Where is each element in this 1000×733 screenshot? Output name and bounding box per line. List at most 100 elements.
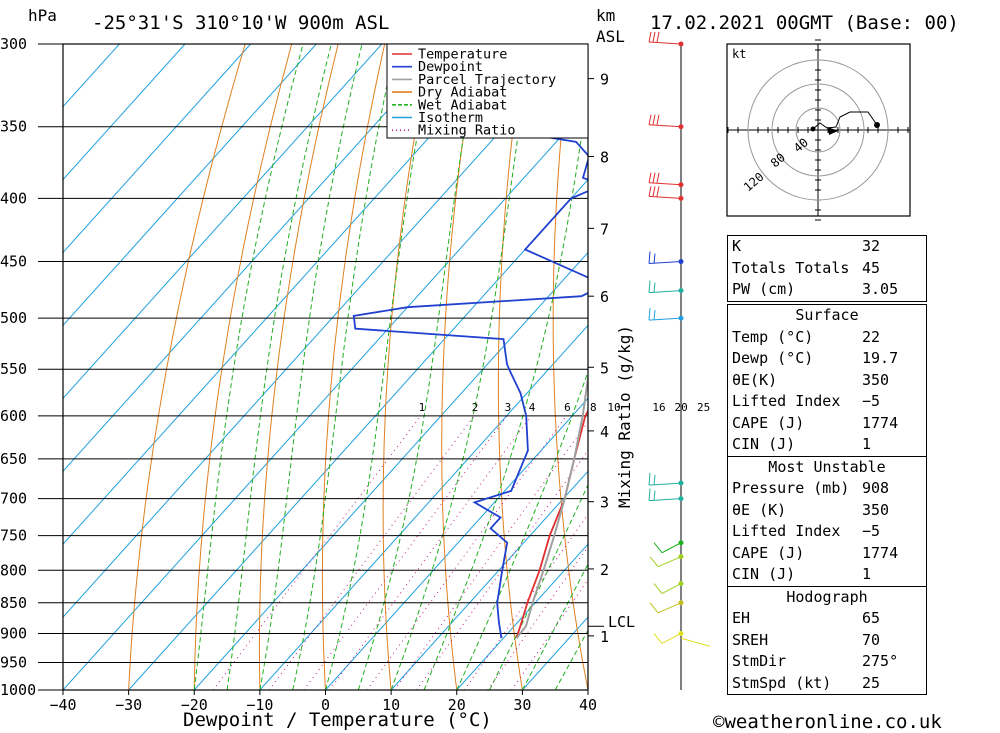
km-tick-label: 6 (600, 288, 609, 306)
dry-adiabat-line (497, 44, 525, 690)
footer-credit[interactable]: ©weatheronline.co.uk (713, 711, 942, 733)
wind-barb (648, 251, 682, 265)
legend-label: Dry Adiabat (418, 85, 507, 101)
hodograph-unit-label: kt (732, 47, 746, 61)
temperature-line (515, 409, 588, 639)
legend-label: Mixing Ratio (418, 123, 516, 139)
location-title: -25°31'S 310°10'W 900m ASL (92, 12, 389, 34)
isotherm-line (456, 543, 588, 690)
pressure-lines (38, 43, 588, 691)
isotherm-line (390, 470, 588, 690)
wet-adiabat-line (193, 44, 304, 690)
isotherm-line (259, 324, 588, 690)
pressure-label: 800 (0, 561, 27, 579)
km-tick-label: 8 (600, 149, 609, 167)
x-tick-label: −30 (115, 696, 142, 714)
mixing-ratio-label: 1 (419, 401, 426, 414)
mixing-ratio-label: 2 (472, 401, 479, 414)
table-row: Dewp (°C) 19.7 (732, 349, 899, 367)
isotherm-line (63, 44, 252, 254)
lcl-label: LCL (608, 613, 635, 631)
dewpoint-line (352, 44, 588, 639)
surface-title: Surface (795, 306, 859, 324)
index-row-k: K 32 (732, 237, 881, 255)
isotherm-line (325, 397, 588, 690)
dry-adiabat-line (382, 44, 432, 690)
wet-adiabat-line (456, 370, 588, 690)
mixing-ratio-label: 3 (505, 401, 512, 414)
km-tick-label: 3 (600, 494, 609, 512)
table-row: θE (K) 350 (732, 500, 890, 519)
km-label: km (596, 6, 615, 25)
sounding-profiles (352, 44, 588, 639)
dry-adiabat-line (128, 44, 246, 690)
pressure-label: 850 (0, 594, 27, 612)
x-tick-label: −40 (49, 696, 76, 714)
mixing-ratio-line (394, 421, 588, 690)
wind-barb (648, 186, 682, 199)
x-tick-label: −20 (181, 696, 208, 714)
isotherm-line (63, 44, 514, 545)
mixing-ratio-line (415, 449, 588, 690)
parcel-trajectory-line (515, 371, 588, 639)
wind-barb (648, 31, 682, 45)
x-axis-title: Dewpoint / Temperature (°C) (183, 709, 492, 731)
dry-adiabat-line (258, 44, 339, 690)
isotherm-line (63, 44, 580, 618)
pressure-label: 550 (0, 360, 27, 378)
mixing-ratio-axis-label: Mixing Ratio (g/kg) (615, 325, 634, 508)
x-tick-label: 0 (321, 696, 330, 714)
isotherm-line (63, 44, 186, 181)
mixing-ratio-line (303, 415, 508, 690)
hodograph-title: Hodograph (728, 585, 926, 609)
mixing-ratio-line (463, 513, 588, 690)
pressure-label: 700 (0, 490, 27, 508)
dry-adiabat-line (989, 44, 1000, 690)
wind-barb (680, 637, 711, 647)
table-row: Pressure (mb) 908 (732, 479, 890, 497)
legend-label: Temperature (418, 47, 507, 63)
isotherm-line (128, 178, 588, 690)
wind-barb (653, 542, 682, 554)
km-tick-label: 4 (600, 423, 609, 441)
mixing-ratio-line (366, 415, 567, 690)
hodograph-ring (771, 83, 865, 177)
pressure-label: 350 (0, 118, 27, 136)
wind-barb (648, 114, 682, 128)
mixing-ratio-line (268, 415, 475, 690)
mixing-ratio-line (487, 545, 588, 690)
mixing-ratio-label: 8 (590, 401, 597, 414)
wind-barb (648, 172, 682, 186)
wind-barb (648, 488, 682, 502)
legend-label: Parcel Trajectory (418, 72, 556, 88)
pressure-label: 600 (0, 407, 27, 425)
pressure-label: 400 (0, 189, 27, 207)
table-row: StmDir 275° (732, 652, 899, 670)
mixing-ratio-label: 10 (607, 401, 620, 414)
x-tick-label: 10 (382, 696, 400, 714)
hodograph-ring (795, 107, 841, 153)
surface-table: Surface Temp (°C) 22 Dewp (°C) 19.7 θE(K) 3… (727, 304, 927, 695)
wind-dot (678, 124, 684, 130)
hpa-label: hPa (28, 6, 57, 25)
mixing-ratio-label: 4 (529, 401, 536, 414)
legend-label: Wet Adiabat (418, 97, 507, 113)
table-row: StmSpd (kt) 25 (732, 673, 881, 692)
table-row: Lifted Index −5 (732, 522, 881, 540)
dry-adiabat-line (943, 44, 1000, 690)
wet-adiabat-line (423, 88, 588, 690)
wind-barb (648, 308, 682, 321)
pressure-label: 1000 (0, 681, 36, 699)
dry-adiabat-line (658, 44, 720, 690)
x-tick-label: 30 (513, 696, 531, 714)
hodograph-ring (747, 59, 889, 201)
wind-barb (648, 473, 682, 486)
hodograph-trace (812, 111, 878, 130)
wind-barb (653, 583, 682, 594)
pressure-label: 900 (0, 624, 27, 642)
legend-label: Dewpoint (418, 59, 483, 75)
table-row: EH 65 (732, 609, 881, 627)
date-title: 17.02.2021 00GMT (Base: 00) (650, 12, 959, 34)
asl-label: ASL (596, 27, 625, 46)
